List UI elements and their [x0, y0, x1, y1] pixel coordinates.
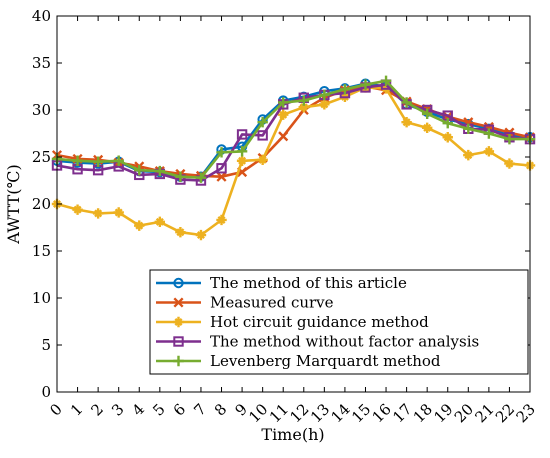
data-point [92, 208, 104, 219]
y-axis-label: AWTT(℃) [4, 164, 23, 244]
data-point [278, 109, 289, 120]
legend-marker [173, 277, 184, 289]
y-tick-label: 20 [32, 195, 51, 213]
x-tick-label: 5 [149, 400, 168, 419]
legend-label: Levenberg Marquardt method [210, 352, 441, 370]
legend-entry-3: Hot circuit guidance method [156, 313, 429, 331]
data-point [298, 101, 309, 113]
data-point [113, 155, 124, 166]
legend-label: Hot circuit guidance method [210, 313, 429, 331]
data-point [298, 95, 309, 106]
legend-label: The method without factor analysis [210, 333, 479, 351]
series-5 [51, 75, 536, 183]
data-point [92, 156, 104, 167]
data-point [72, 155, 83, 166]
data-point [257, 154, 268, 166]
legend-entry-4: The method without factor analysis [156, 333, 479, 351]
data-point [421, 108, 433, 119]
y-tick-label: 25 [32, 148, 51, 166]
data-point [401, 97, 412, 108]
series-lines [51, 75, 536, 241]
y-tick-label: 10 [32, 289, 51, 307]
data-point [504, 133, 515, 145]
data-point [421, 122, 433, 134]
data-point [216, 163, 227, 174]
data-point [463, 149, 474, 161]
legend: The method of this article Measured curve… [149, 269, 529, 375]
data-point [483, 146, 495, 157]
data-point [216, 171, 227, 182]
data-point [442, 132, 453, 143]
data-point [72, 204, 83, 215]
series-3 [51, 82, 536, 241]
data-point [154, 165, 166, 177]
data-point [360, 79, 371, 90]
x-tick-label: 1 [67, 400, 86, 419]
y-tick-label: 15 [32, 242, 51, 260]
data-point [175, 227, 186, 238]
legend-entry-2: Measured curve [156, 294, 334, 312]
x-axis-label: Time(h) [261, 425, 324, 444]
legend-box [149, 269, 529, 375]
x-tick-label: 23 [513, 400, 539, 426]
data-point [319, 89, 330, 101]
data-point [483, 128, 495, 139]
legend-marker [173, 297, 184, 308]
data-point [257, 117, 268, 128]
x-tick-label: 4 [129, 400, 148, 419]
data-point [380, 75, 392, 87]
legend-marker [173, 316, 184, 328]
data-point [236, 129, 248, 140]
data-point [154, 216, 166, 228]
y-tick-label: 0 [41, 383, 51, 401]
x-tick-label: 6 [170, 400, 189, 419]
data-point [257, 130, 268, 141]
data-point [339, 84, 351, 95]
data-point [216, 214, 227, 226]
data-point [278, 131, 289, 142]
data-point [319, 99, 330, 110]
x-tick-label: 8 [211, 400, 230, 419]
legend-entry-1: The method of this article [156, 274, 407, 292]
legend-label: The method of this article [210, 274, 407, 292]
x-tick-label: 2 [87, 400, 106, 419]
x-tick-label: 0 [46, 400, 65, 419]
data-point [463, 123, 474, 134]
legend-entry-5: Levenberg Marquardt method [156, 352, 441, 370]
legend-label: Measured curve [210, 294, 334, 312]
data-point [236, 155, 248, 166]
legend-marker [173, 336, 184, 347]
data-point [113, 207, 124, 218]
x-tick-label: 3 [108, 400, 127, 419]
data-point [175, 171, 186, 182]
y-tick-label: 5 [41, 336, 51, 354]
data-point [216, 147, 227, 158]
y-tick-label: 35 [32, 54, 51, 72]
data-point [195, 229, 207, 241]
data-point [236, 146, 248, 157]
data-point [442, 117, 453, 129]
data-point [401, 117, 412, 128]
data-point [134, 220, 145, 231]
y-tick-labels: 0 5 10 15 20 25 30 35 40 [32, 7, 51, 401]
y-tick-label: 30 [32, 101, 51, 119]
y-tick-label: 40 [32, 7, 51, 25]
data-point [195, 172, 207, 183]
data-point [134, 164, 145, 176]
x-tick-label: 7 [190, 400, 209, 419]
legend-marker [173, 355, 184, 367]
data-point [278, 97, 289, 108]
data-point [504, 158, 515, 169]
